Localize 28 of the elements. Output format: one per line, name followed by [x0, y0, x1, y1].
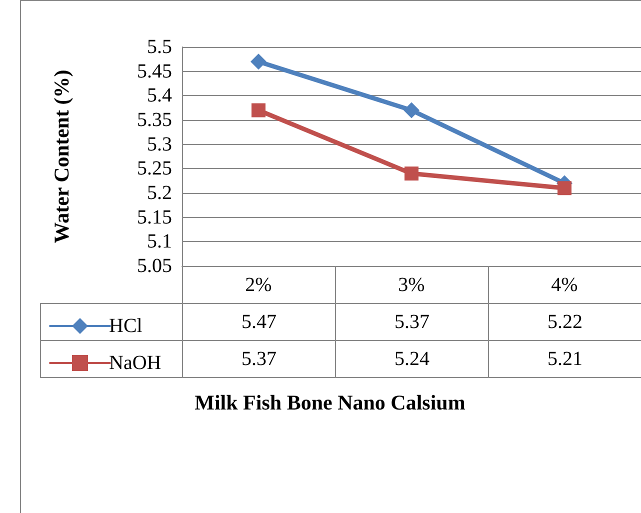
point	[558, 181, 572, 196]
y-tick-label: 5.2	[147, 182, 172, 204]
x-axis-title: Milk Fish Bone Nano Calsium	[194, 390, 466, 414]
y-tick-label: 5.45	[137, 60, 172, 82]
legend-label: NaOH	[109, 352, 162, 374]
data-label: 5.21	[488, 340, 641, 378]
x-tick-label: 3%	[398, 274, 425, 296]
x-tick-label: 4%	[551, 274, 578, 296]
point	[250, 54, 266, 70]
data-label: 5.47	[182, 303, 336, 341]
y-tick-label: 5.4	[147, 84, 172, 107]
data-label: 5.37	[335, 303, 489, 341]
data-label: 5.22	[488, 303, 641, 341]
y-tick-label: 5.5	[147, 36, 172, 58]
y-tick-label: 5.25	[137, 158, 172, 180]
point	[252, 103, 266, 118]
y-tick-label: 5.35	[137, 109, 172, 131]
y-tick-label: 5.1	[147, 230, 172, 253]
data-label: 5.37	[182, 340, 336, 378]
point	[404, 166, 418, 181]
y-axis-title: Water Content (%)	[50, 70, 74, 244]
y-tick-label: 5.05	[137, 255, 172, 277]
y-tick-label: 5.15	[137, 206, 172, 228]
data-label: 5.24	[335, 340, 489, 378]
point	[404, 102, 420, 118]
legend-label: HCl	[109, 315, 143, 337]
x-tick-label: 2%	[245, 274, 272, 296]
y-tick-label: 5.3	[147, 133, 172, 156]
